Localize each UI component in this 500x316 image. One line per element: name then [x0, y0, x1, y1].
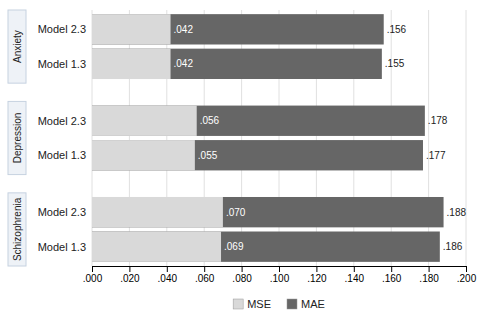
data-label: .042 — [174, 58, 194, 69]
grid-line — [204, 10, 205, 266]
category-label: Model 1.3 — [38, 241, 86, 253]
bar — [92, 197, 223, 227]
data-label: .155 — [385, 58, 405, 69]
x-tick-label: .000 — [83, 273, 103, 284]
bar — [92, 231, 440, 261]
bar — [92, 106, 197, 136]
x-axis-line — [93, 267, 467, 273]
data-label: .177 — [426, 150, 446, 161]
x-tick: .080 — [232, 266, 252, 284]
x-tick-label: .100 — [270, 273, 290, 284]
x-tick-label: .180 — [419, 273, 439, 284]
group-labels: Anxiety Depression Schizophrenia — [8, 10, 26, 266]
x-tick-mark — [92, 266, 93, 272]
plot-area: .042 .042 .056 .055 .070 .069 .156 .155 .178 .177… — [8, 10, 477, 284]
x-axis: .000 .020 .040 .060 .080 .100 .120 .140 .160 .180… — [83, 266, 477, 284]
x-tick: .060 — [195, 266, 215, 284]
x-tick: .160 — [382, 266, 402, 284]
legend-item: MSE — [233, 298, 271, 310]
x-tick-mark — [129, 266, 130, 272]
x-tick-mark — [354, 266, 355, 272]
x-tick-mark — [316, 266, 317, 272]
x-tick-mark — [242, 266, 243, 272]
x-tick: .000 — [83, 266, 103, 284]
grid-line — [279, 10, 280, 266]
data-label: .069 — [224, 241, 244, 252]
grid-line — [353, 10, 354, 266]
data-label: .156 — [387, 24, 407, 35]
data-label: .056 — [200, 115, 220, 126]
legend-swatch — [233, 299, 243, 309]
group-box — [8, 10, 26, 83]
data-label: .178 — [428, 115, 448, 126]
x-tick-mark — [429, 266, 430, 272]
bar — [92, 14, 384, 44]
bar — [92, 49, 382, 79]
x-tick: .180 — [419, 266, 439, 284]
x-tick-mark — [466, 266, 467, 272]
category-label: Model 2.3 — [38, 23, 86, 35]
bar — [92, 197, 444, 227]
x-tick-label: .080 — [232, 273, 252, 284]
group-box — [8, 193, 26, 266]
legend-label: MAE — [301, 298, 325, 310]
x-tick: .020 — [120, 266, 140, 284]
data-label: .042 — [174, 24, 194, 35]
x-tick-label: .060 — [195, 273, 215, 284]
group-label: Depression — [12, 113, 23, 164]
x-tick-label: .140 — [345, 273, 365, 284]
chart: .042 .042 .056 .055 .070 .069 .156 .155 .178 .177… — [0, 0, 500, 316]
bar — [92, 49, 171, 79]
x-tick: .140 — [345, 266, 365, 284]
grid-line — [466, 10, 467, 266]
x-tick-label: .160 — [382, 273, 402, 284]
x-tick: .120 — [307, 266, 327, 284]
bar — [92, 14, 171, 44]
grid-line — [129, 10, 130, 266]
x-tick-mark — [391, 266, 392, 272]
grid-line — [166, 10, 167, 266]
x-tick-label: .120 — [307, 273, 327, 284]
bar — [92, 140, 195, 170]
data-label: .055 — [198, 150, 218, 161]
data-label: .186 — [443, 241, 463, 252]
bars — [92, 14, 444, 262]
legend-swatch — [287, 299, 297, 309]
category-labels: Model 2.3 Model 1.3 Model 2.3 Model 1.3 Mode… — [38, 23, 86, 252]
category-label: Model 1.3 — [38, 58, 86, 70]
bar — [92, 231, 221, 261]
grid-line — [391, 10, 392, 266]
bar — [92, 106, 425, 136]
legend: MSE MAE — [233, 298, 325, 310]
x-tick-label: .200 — [457, 273, 477, 284]
x-tick-mark — [279, 266, 280, 272]
data-labels: .042 .042 .056 .055 .070 .069 .156 .155 .178 .177… — [174, 24, 467, 252]
category-label: Model 1.3 — [38, 149, 86, 161]
x-tick-mark — [167, 266, 168, 272]
group-label: Schizophrenia — [12, 197, 23, 261]
grid-line — [92, 10, 93, 266]
x-tick-label: .040 — [158, 273, 178, 284]
x-tick: .100 — [270, 266, 290, 284]
legend-label: MSE — [247, 298, 271, 310]
data-label: .188 — [447, 207, 467, 218]
bar — [92, 140, 423, 170]
category-label: Model 2.3 — [38, 206, 86, 218]
category-label: Model 2.3 — [38, 115, 86, 127]
grid-line — [241, 10, 242, 266]
bar-series — [92, 14, 444, 262]
x-tick-mark — [204, 266, 205, 272]
x-tick: .200 — [457, 266, 477, 284]
data-label: .070 — [226, 207, 246, 218]
grid — [92, 10, 466, 266]
x-tick-label: .020 — [120, 273, 140, 284]
legend-item: MAE — [287, 298, 325, 310]
group-box — [8, 101, 26, 174]
grid-line — [428, 10, 429, 266]
group-label: Anxiety — [12, 30, 23, 63]
grid-line — [316, 10, 317, 266]
x-tick: .040 — [158, 266, 178, 284]
bar-series — [92, 14, 223, 262]
